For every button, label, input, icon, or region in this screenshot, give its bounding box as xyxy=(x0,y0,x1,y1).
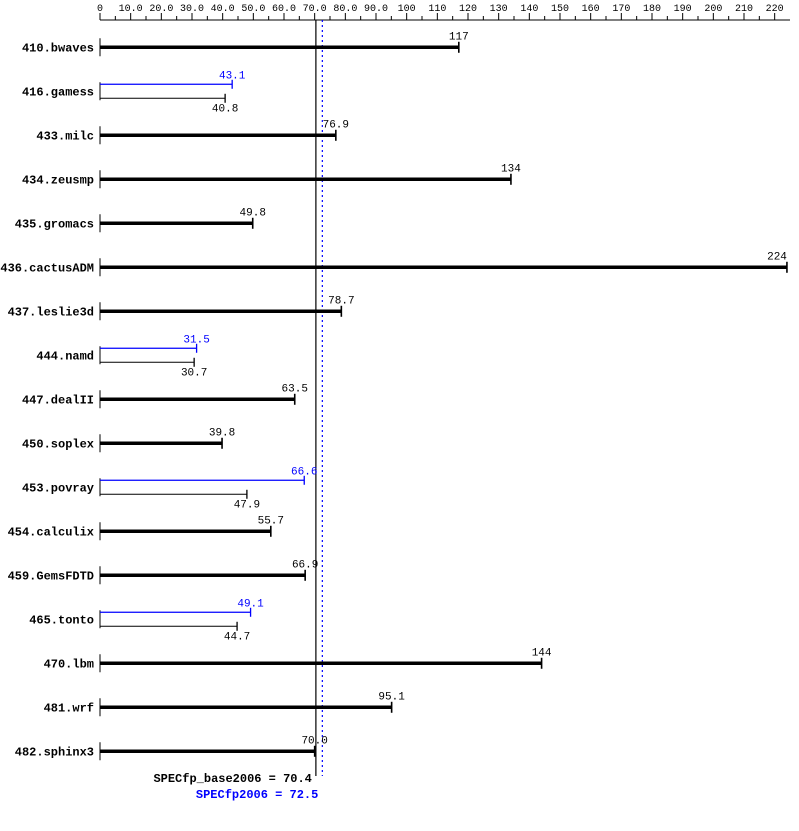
base-value-label: 55.7 xyxy=(258,515,284,527)
x-axis-tick-label: 100 xyxy=(398,4,416,15)
benchmark-name: 433.milc xyxy=(36,129,94,143)
benchmark-name: 459.GemsFDTD xyxy=(8,569,94,583)
benchmark-name: 436.cactusADM xyxy=(0,261,94,275)
x-axis-tick-label: 30.0 xyxy=(180,4,204,15)
base-value-label: 78.7 xyxy=(328,295,354,307)
benchmark-name: 447.dealII xyxy=(22,393,94,407)
peak-value-label: 66.6 xyxy=(291,466,317,478)
benchmark-name: 444.namd xyxy=(36,349,94,363)
benchmark-name: 450.soplex xyxy=(22,437,94,451)
benchmark-name: 434.zeusmp xyxy=(22,173,94,187)
x-axis-tick-label: 130 xyxy=(490,4,508,15)
benchmark-name: 481.wrf xyxy=(44,701,94,715)
summary-label: SPECfp2006 = 72.5 xyxy=(196,788,318,802)
x-axis-tick-label: 170 xyxy=(612,4,630,15)
benchmark-name: 465.tonto xyxy=(29,613,94,627)
x-axis-tick-label: 180 xyxy=(643,4,661,15)
summary-label: SPECfp_base2006 = 70.4 xyxy=(153,772,311,786)
x-axis-tick-label: 140 xyxy=(520,4,538,15)
x-axis-tick-label: 120 xyxy=(459,4,477,15)
base-value-label: 144 xyxy=(532,647,552,659)
x-axis-tick-label: 90.0 xyxy=(364,4,388,15)
x-axis-tick-label: 20.0 xyxy=(149,4,173,15)
benchmark-name: 454.calculix xyxy=(8,525,94,539)
benchmark-name: 416.gamess xyxy=(22,85,94,99)
x-axis-tick-label: 160 xyxy=(582,4,600,15)
x-axis-tick-label: 50.0 xyxy=(241,4,265,15)
base-value-label: 224 xyxy=(767,251,787,263)
base-value-label: 39.8 xyxy=(209,427,235,439)
base-value-label: 134 xyxy=(501,163,521,175)
base-value-label: 30.7 xyxy=(181,367,207,379)
base-value-label: 40.8 xyxy=(212,103,238,115)
base-value-label: 66.9 xyxy=(292,559,318,571)
base-value-label: 117 xyxy=(449,31,469,43)
chart-svg: 0 10.0 20.0 30.0 40.0 50.0 60.0 70.0 80.0 90.0 100… xyxy=(0,0,799,831)
x-axis-tick-label: 190 xyxy=(674,4,692,15)
base-value-label: 49.8 xyxy=(240,207,266,219)
benchmark-name: 470.lbm xyxy=(44,657,94,671)
benchmark-name: 453.povray xyxy=(22,481,94,495)
base-value-label: 44.7 xyxy=(224,631,250,643)
benchmark-name: 482.sphinx3 xyxy=(15,745,94,759)
base-value-label: 47.9 xyxy=(234,499,260,511)
x-axis-tick-label: 40.0 xyxy=(211,4,235,15)
x-axis-tick-label: 150 xyxy=(551,4,569,15)
base-value-label: 63.5 xyxy=(282,383,308,395)
x-axis-tick-label: 60.0 xyxy=(272,4,296,15)
x-axis-tick-label: 210 xyxy=(735,4,753,15)
peak-value-label: 43.1 xyxy=(219,70,246,82)
benchmark-name: 437.leslie3d xyxy=(8,305,94,319)
x-axis-tick-label: 10.0 xyxy=(119,4,143,15)
x-axis-tick-label: 70.0 xyxy=(303,4,327,15)
x-axis-tick-label: 110 xyxy=(428,4,446,15)
base-value-label: 76.9 xyxy=(323,119,349,131)
x-axis-tick-label: 200 xyxy=(704,4,722,15)
x-axis-tick-label: 220 xyxy=(766,4,784,15)
base-value-label: 95.1 xyxy=(378,691,405,703)
x-axis-tick-label: 80.0 xyxy=(333,4,357,15)
peak-value-label: 49.1 xyxy=(237,598,264,610)
base-value-label: 70.0 xyxy=(301,735,327,747)
peak-value-label: 31.5 xyxy=(183,334,209,346)
specfp-benchmark-chart: 0 10.0 20.0 30.0 40.0 50.0 60.0 70.0 80.0 90.0 100… xyxy=(0,0,799,831)
benchmark-name: 410.bwaves xyxy=(22,41,94,55)
benchmark-name: 435.gromacs xyxy=(15,217,94,231)
x-axis-tick-label: 0 xyxy=(97,4,103,15)
